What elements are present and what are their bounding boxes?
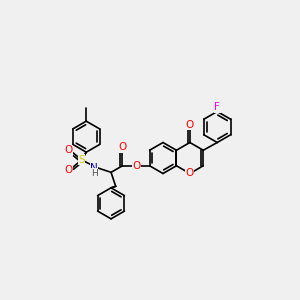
Text: F: F (214, 102, 220, 112)
Text: O: O (118, 142, 127, 152)
Text: H: H (91, 169, 98, 178)
Text: O: O (64, 145, 72, 155)
Text: O: O (186, 169, 194, 178)
Text: O: O (132, 161, 140, 171)
Text: N: N (90, 163, 98, 173)
Text: O: O (64, 165, 72, 175)
Text: O: O (186, 119, 194, 130)
Text: S: S (78, 155, 85, 165)
